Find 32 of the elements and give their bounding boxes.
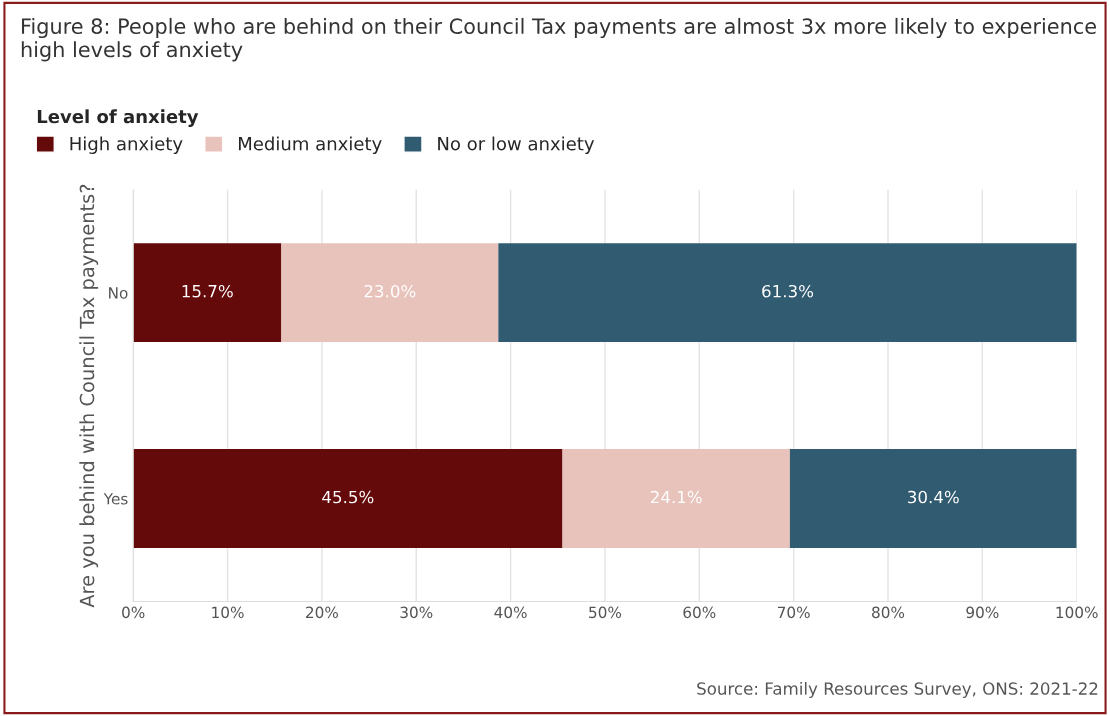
data-label: 45.5% [322, 490, 374, 504]
data-label: 15.7% [182, 284, 233, 298]
x-tick-label: 10% [212, 606, 244, 619]
bar [498, 243, 1077, 343]
bar [281, 243, 499, 343]
x-tick-label: 60% [683, 606, 716, 619]
x-tick-label: 0% [122, 606, 145, 619]
source-note: Source: Family Resources Survey, ONS: 2021-22 [697, 681, 1098, 699]
x-tick-label: 80% [872, 606, 905, 619]
x-tick-label: 30% [400, 606, 433, 619]
chart-title: Figure 8: People who are behind on their Council Tax payments are almost 3x more likely to experience high levels of anxiety [21, 17, 1096, 62]
legend-label: No or low anxiety [438, 136, 595, 154]
legend-title: Level of anxiety [37, 109, 199, 127]
x-tick-label: 40% [494, 606, 527, 619]
legend-label: High anxiety [70, 136, 183, 154]
y-tick-label: No [109, 287, 128, 299]
data-label: 61.3% [762, 284, 814, 298]
y-axis-title: Are you behind with Council Tax payments? [79, 184, 99, 608]
bar [789, 449, 1077, 548]
x-tick-label: 20% [306, 606, 339, 619]
x-tick-label: 90% [966, 606, 999, 619]
data-label: 30.4% [908, 490, 959, 504]
bar [133, 449, 563, 548]
x-tick-label: 50% [589, 606, 622, 619]
bar [133, 243, 282, 343]
data-label: 23.0% [364, 284, 416, 298]
bar [562, 449, 790, 548]
x-tick-label: 70% [777, 606, 810, 619]
data-label: 24.1% [650, 490, 702, 504]
x-tick-label: 100% [1056, 606, 1098, 619]
y-tick-label: Yes [103, 493, 128, 505]
legend-label: Medium anxiety [238, 136, 382, 154]
